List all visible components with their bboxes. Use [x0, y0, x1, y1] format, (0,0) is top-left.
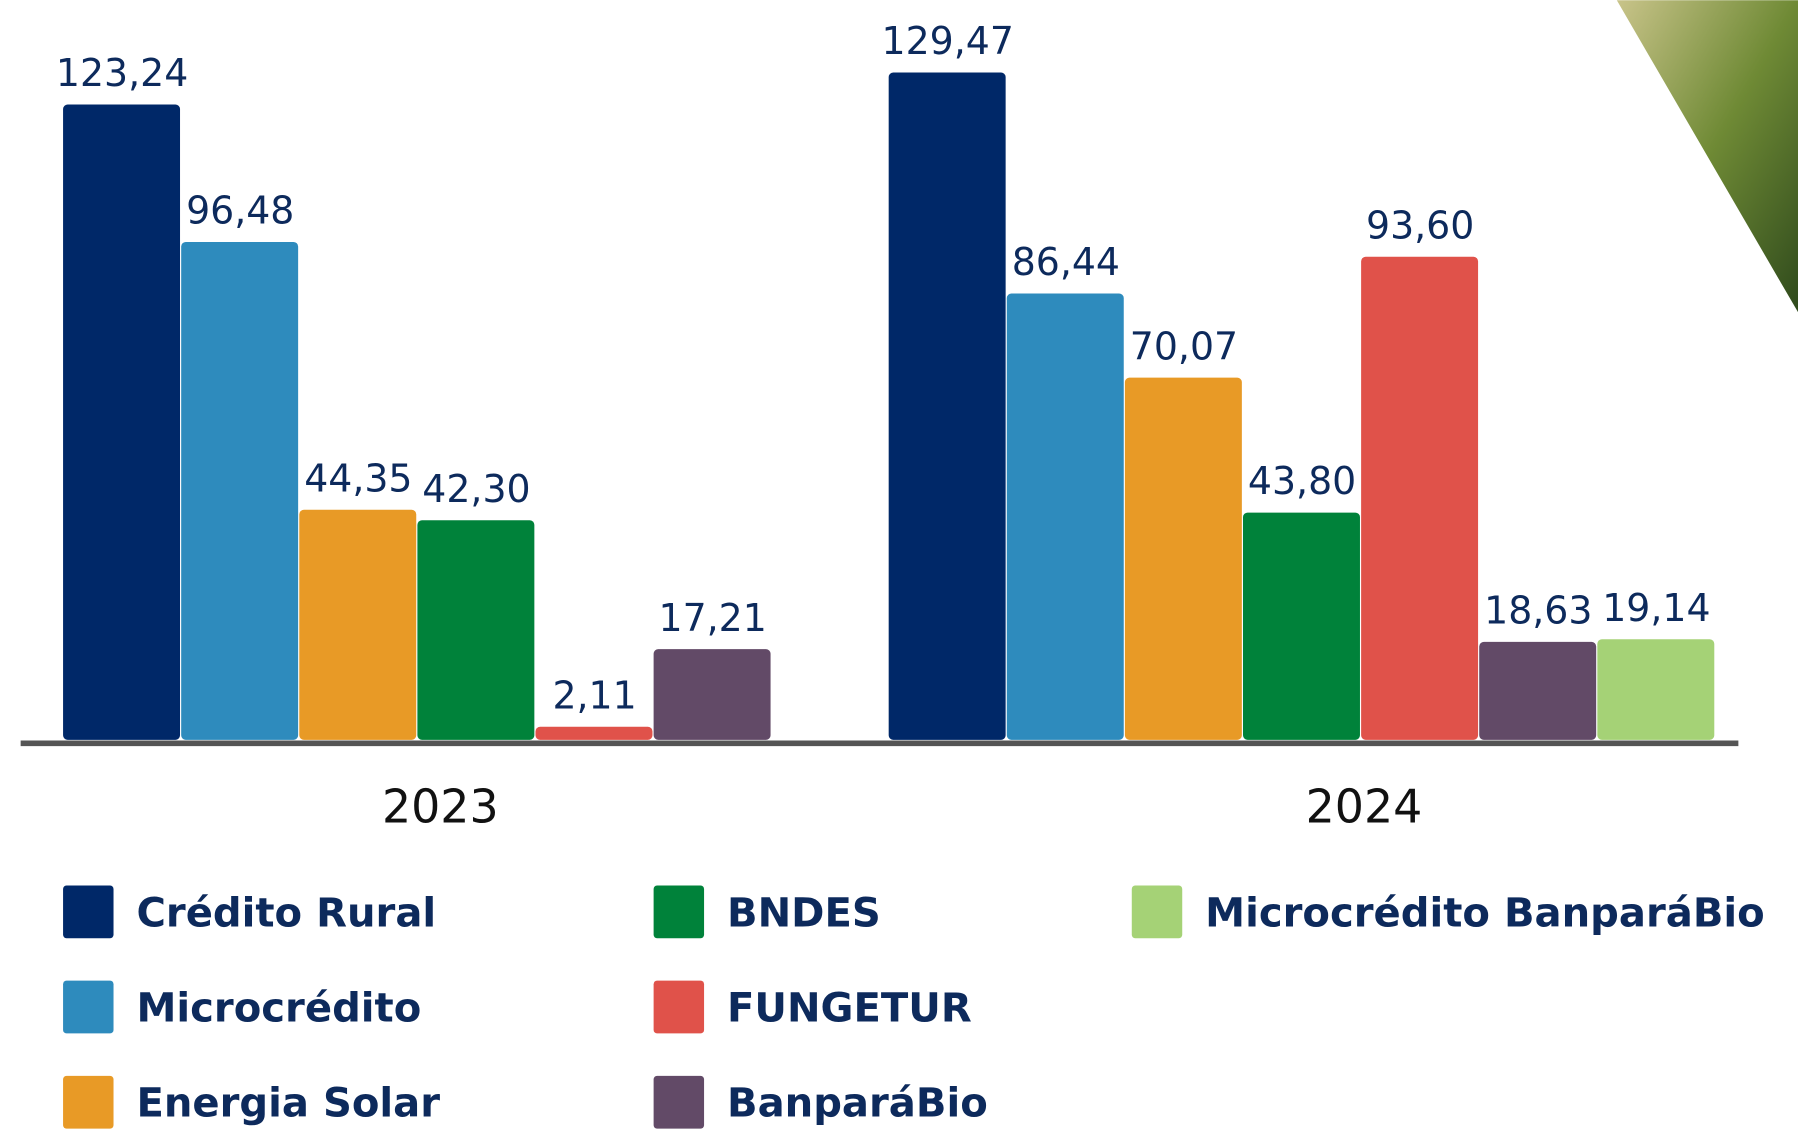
legend-label: BNDES [727, 890, 881, 936]
bar [1597, 639, 1715, 740]
value-label: 42,30 [422, 467, 530, 511]
legend-swatch [63, 885, 114, 939]
bar [63, 104, 181, 740]
legend-label: Microcrédito BanparáBio [1205, 890, 1765, 936]
value-label: 123,24 [56, 51, 188, 95]
bar [1006, 293, 1124, 740]
value-label: 44,35 [304, 456, 412, 500]
legend-swatch [653, 980, 705, 1034]
bar [535, 726, 653, 740]
bar [1243, 512, 1360, 740]
bar [1361, 256, 1479, 740]
value-label: 2,11 [552, 673, 636, 717]
x-tick-label: 2023 [382, 779, 499, 833]
x-tick-label: 2024 [1306, 779, 1423, 833]
legend-swatch [63, 980, 114, 1034]
value-label: 86,44 [1012, 240, 1120, 284]
bar [1479, 641, 1597, 740]
legend-swatch [653, 1075, 705, 1129]
value-label: 18,63 [1484, 589, 1592, 633]
legend-label: Energia Solar [136, 1081, 440, 1127]
bar [299, 509, 417, 740]
legend-label: BanparáBio [727, 1081, 988, 1127]
bar [1124, 377, 1242, 740]
value-label: 70,07 [1130, 324, 1238, 368]
photo-corner [1616, 0, 1798, 313]
legend-swatch [653, 885, 705, 939]
value-label: 17,21 [659, 596, 767, 640]
legend-label: Crédito Rural [136, 890, 436, 936]
legend-label: FUNGETUR [727, 985, 972, 1031]
legend-swatch [63, 1075, 114, 1129]
value-label: 129,47 [882, 19, 1014, 63]
value-label: 43,80 [1248, 459, 1356, 503]
legend-swatch [1131, 885, 1183, 939]
legend-label: Microcrédito [136, 985, 421, 1031]
value-label: 19,14 [1602, 586, 1710, 630]
bar [181, 241, 299, 740]
value-label: 93,60 [1366, 203, 1474, 247]
bar [888, 72, 1006, 740]
value-label: 96,48 [186, 189, 294, 233]
bar [653, 649, 771, 740]
bar [417, 520, 535, 740]
